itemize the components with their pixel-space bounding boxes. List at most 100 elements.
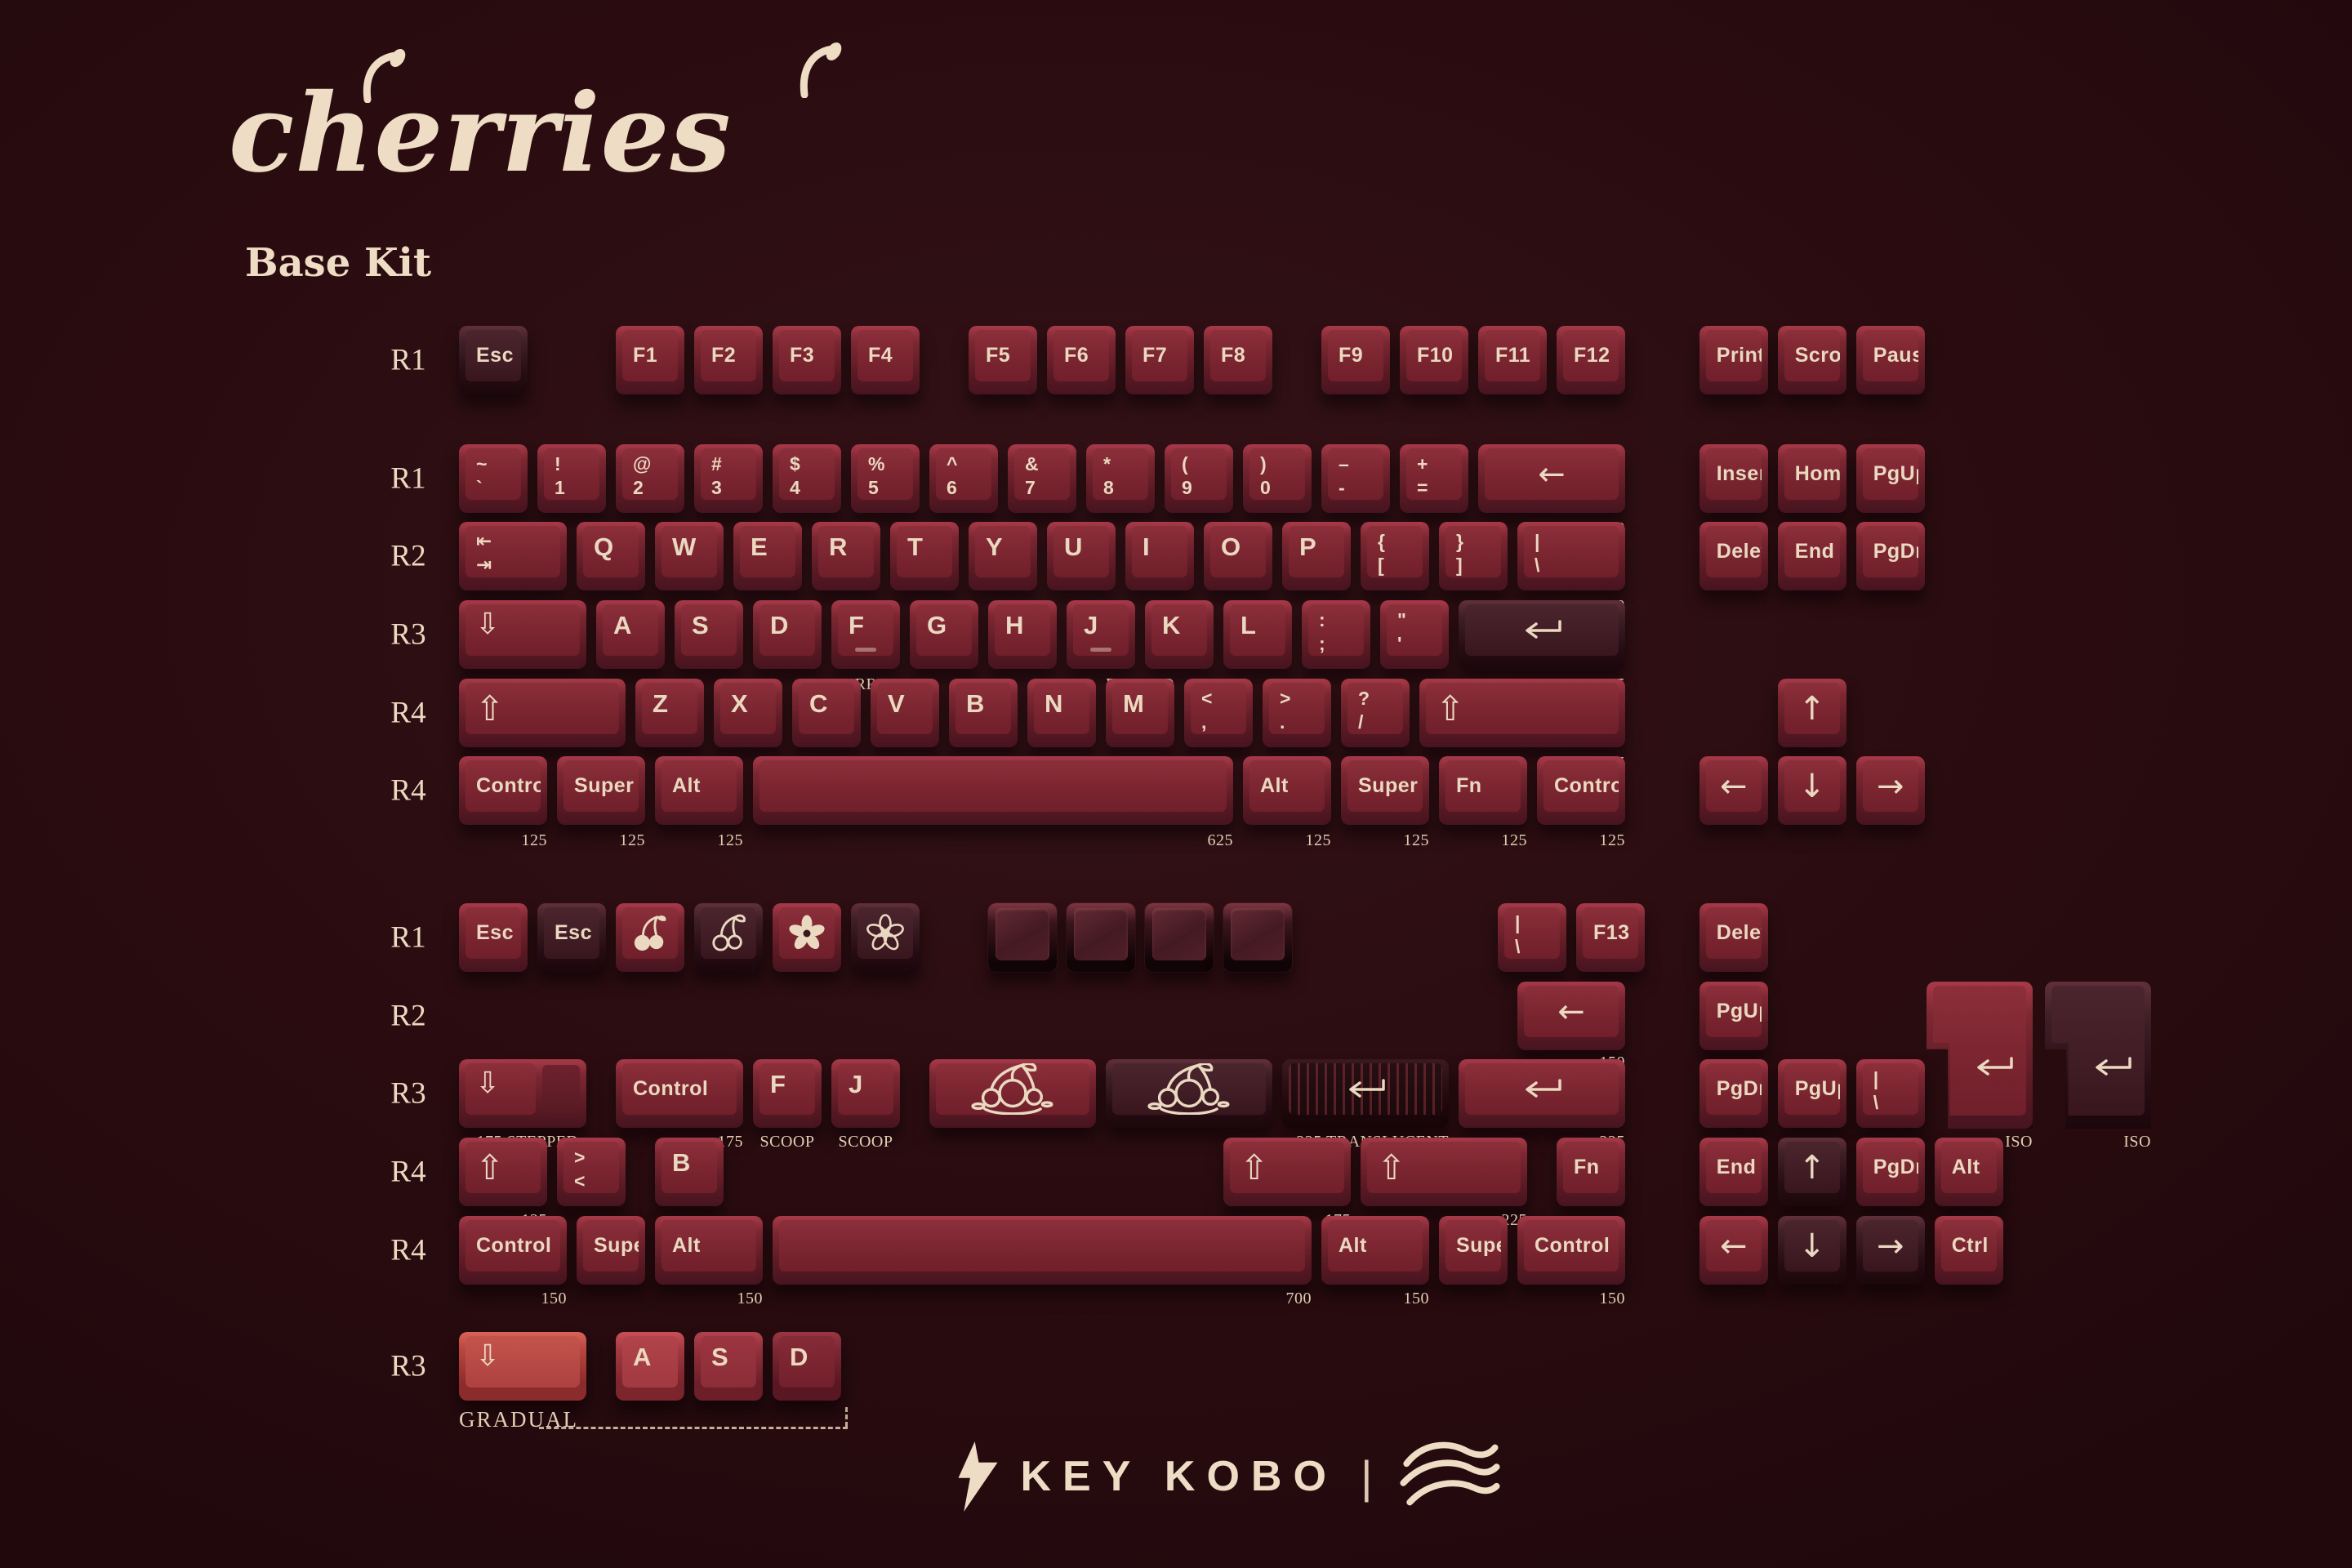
key-enter-translucent	[1282, 1059, 1449, 1128]
key-rbracket: }]	[1439, 522, 1508, 590]
key-pgup: PgUp	[1777, 1059, 1846, 1128]
key-comma: <,	[1184, 679, 1253, 747]
size-label: 150	[737, 1290, 763, 1307]
key-f3: F3	[773, 326, 841, 394]
key-3: #3	[694, 444, 763, 513]
key-lshift: ⇧	[459, 679, 626, 747]
key-h: H	[988, 600, 1057, 669]
key-super: Super	[557, 756, 645, 825]
size-label: 625	[1207, 831, 1233, 849]
key-insert: Insert	[1699, 444, 1768, 513]
key-o: O	[1204, 522, 1272, 590]
key-b: B	[655, 1138, 724, 1206]
key-f1: F1	[616, 326, 684, 394]
key-caps: ⇩	[459, 600, 586, 669]
size-label: SCOOP	[760, 1133, 815, 1151]
key-right: →	[1855, 756, 1925, 825]
key-delete: Delete	[1699, 522, 1768, 590]
key-control: Control	[1517, 1216, 1625, 1285]
row-label: R2	[390, 999, 426, 1033]
key-esc-dark: Esc	[537, 903, 606, 972]
key-i: I	[1125, 522, 1194, 590]
key-f4: F4	[851, 326, 920, 394]
key-y: Y	[969, 522, 1037, 590]
key-c: C	[792, 679, 861, 747]
key-lbracket: {[	[1361, 522, 1429, 590]
key-a: A	[596, 600, 665, 669]
key-f12: F12	[1557, 326, 1625, 394]
key-n: N	[1027, 679, 1096, 747]
key-cherry-novelty	[616, 903, 684, 972]
row-label: R1	[390, 920, 426, 955]
key-v: V	[871, 679, 939, 747]
size-label: GRADUAL	[459, 1407, 578, 1432]
key-j-scoop: J	[831, 1059, 900, 1128]
size-label: 125	[619, 831, 645, 849]
key-control: Control	[1537, 756, 1625, 825]
key-down: ↓	[1777, 756, 1846, 825]
size-label: 150	[1599, 1290, 1625, 1307]
key-t: T	[890, 522, 959, 590]
key-spacebar-700	[773, 1216, 1312, 1285]
key-pgup: PgUp	[1699, 982, 1768, 1050]
logo-subtitle: Base Kit	[245, 240, 432, 286]
key-iso-enter-dark	[2045, 982, 2151, 1129]
key-alt: Alt	[1934, 1138, 2003, 1206]
key-enter	[1459, 600, 1625, 669]
key-k: K	[1145, 600, 1214, 669]
key-down-dark: ↓	[1777, 1216, 1846, 1285]
cherry-stem-accent	[363, 49, 406, 103]
key-f13: F13	[1576, 903, 1645, 972]
key-super: Super	[1439, 1216, 1508, 1285]
key-g: G	[910, 600, 978, 669]
key-4: $4	[773, 444, 841, 513]
key-f9: F9	[1321, 326, 1390, 394]
key-control-175: Control	[616, 1059, 743, 1128]
key-tilde: ~ `	[459, 444, 528, 513]
key-6: ^ 6	[929, 444, 998, 513]
key-period: >.	[1263, 679, 1331, 747]
key-pause: Pause	[1855, 326, 1925, 394]
key-slash: ? /	[1341, 679, 1410, 747]
key-blank-glossy-1	[988, 903, 1057, 972]
size-label: 125	[521, 831, 547, 849]
row-label: R3	[390, 1076, 426, 1111]
key-backslash-2: | \	[1498, 903, 1566, 972]
key-e: E	[733, 522, 802, 590]
key-r: R	[812, 522, 880, 590]
key-m: M	[1106, 679, 1174, 747]
key-pgdn: PgDn	[1699, 1059, 1768, 1128]
key-u: U	[1047, 522, 1116, 590]
key-s-gradual: S	[694, 1332, 763, 1401]
key-f11: F11	[1478, 326, 1547, 394]
key-control: Control	[459, 1216, 567, 1285]
key-f: F	[831, 600, 900, 669]
key-left: ←	[1699, 756, 1768, 825]
key-f-scoop: F	[753, 1059, 822, 1128]
logo-title: cherries	[229, 70, 732, 197]
key-delete: Delete	[1699, 903, 1768, 972]
key-rshift: ⇧	[1419, 679, 1625, 747]
key-control: Control	[459, 756, 547, 825]
key-end: End	[1777, 522, 1846, 590]
size-label: 125	[717, 831, 743, 849]
key-f5: F5	[969, 326, 1037, 394]
key-blank-glossy-3	[1145, 903, 1214, 972]
key-alt: Alt	[655, 756, 743, 825]
key-blank-glossy-2	[1067, 903, 1135, 972]
key-a-gradual: A	[616, 1332, 684, 1401]
key-d: D	[753, 600, 822, 669]
key-quote: " '	[1380, 600, 1449, 669]
key-p: P	[1282, 522, 1351, 590]
key-fn: Fn	[1557, 1138, 1625, 1206]
footer-brand-lockup: KEY KOBO |	[958, 1436, 1500, 1517]
cherry-stem-accent	[800, 42, 842, 98]
key-fn: Fn	[1439, 756, 1527, 825]
key-2: @2	[616, 444, 684, 513]
key-f10: F10	[1400, 326, 1468, 394]
key-backspace: ←	[1478, 444, 1625, 513]
key-spacebar	[753, 756, 1233, 825]
size-label: 125	[1305, 831, 1331, 849]
key-minus: – -	[1321, 444, 1390, 513]
